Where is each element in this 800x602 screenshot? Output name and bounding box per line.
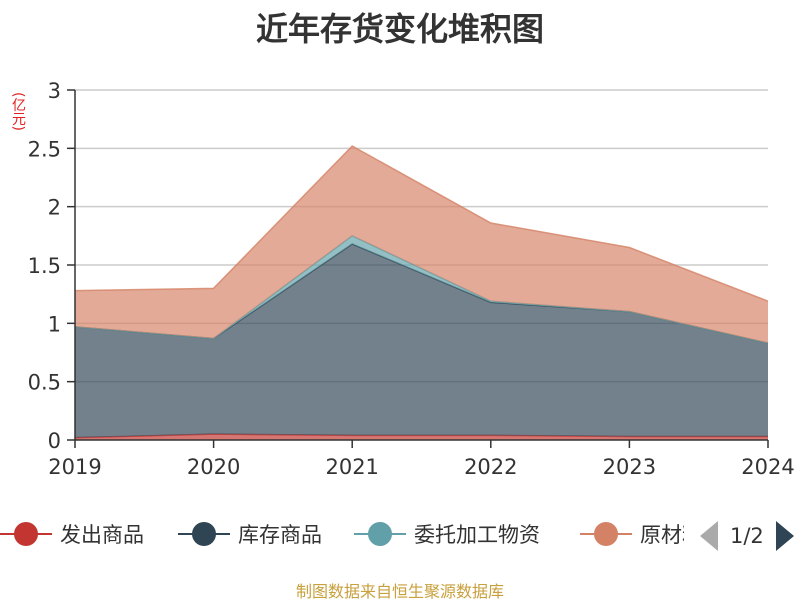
chart-title: 近年存货变化堆积图: [255, 10, 544, 48]
y-tick-label: 2.5: [28, 137, 61, 161]
legend-next-icon[interactable]: [775, 521, 794, 551]
legend-item[interactable]: 原材料: [580, 516, 684, 552]
legend-marker-icon: [178, 516, 230, 552]
legend-item[interactable]: 委托加工物资: [354, 516, 540, 552]
x-tick-label: 2020: [187, 455, 240, 479]
x-tick-label: 2019: [48, 455, 101, 479]
legend: 发出商品 库存商品 委托加工物资 原材料 1/2: [0, 516, 800, 556]
x-tick-label: 2022: [464, 455, 517, 479]
area-1: [75, 434, 768, 440]
area-series: [74, 145, 769, 440]
y-axis-unit: (亿元): [10, 92, 26, 131]
legend-marker-icon: [580, 516, 632, 552]
legend-marker-icon: [354, 516, 406, 552]
legend-label: 委托加工物资: [414, 523, 540, 547]
legend-label: 库存商品: [238, 523, 322, 547]
legend-page-indicator: 1/2: [730, 524, 764, 548]
legend-pager: 1/2: [700, 520, 794, 552]
data-source-note: 制图数据来自恒生聚源数据库: [295, 582, 504, 601]
legend-prev-icon[interactable]: [700, 521, 718, 551]
y-tick-label: 0.5: [28, 371, 61, 395]
legend-label: 原材料: [640, 523, 684, 547]
area-4: [75, 146, 768, 344]
y-tick-label: 3: [48, 79, 61, 103]
legend-marker-icon: [0, 516, 52, 552]
x-tick-label: 2023: [603, 455, 656, 479]
x-tick-label: 2021: [325, 455, 378, 479]
y-tick-label: 2: [48, 196, 61, 220]
y-tick-label: 0: [48, 429, 61, 453]
x-tick-label: 2024: [741, 455, 794, 479]
y-tick-label: 1: [48, 312, 61, 336]
legend-label: 发出商品: [60, 523, 144, 547]
stacked-area-chart: 0 0.5 1 1.5 2 2.5 3 2019 2020 2021 2022 2023 2024: [28, 79, 795, 479]
legend-item[interactable]: 库存商品: [178, 516, 322, 552]
series-line-4: [74, 145, 769, 302]
area-2: [75, 244, 768, 438]
y-tick-label: 1.5: [28, 254, 61, 278]
legend-item[interactable]: 发出商品: [0, 516, 144, 552]
legend-items: 发出商品 库存商品 委托加工物资 原材料: [0, 516, 684, 556]
axes: 0 0.5 1 1.5 2 2.5 3 2019 2020 2021 2022 2023 2024: [28, 79, 795, 479]
